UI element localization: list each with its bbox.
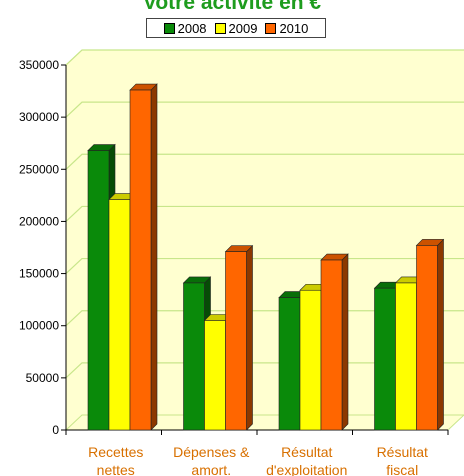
x-category-label: fiscal — [386, 462, 418, 476]
gridline — [65, 205, 464, 222]
y-tick-label: 100000 — [19, 319, 59, 333]
bar-2009 — [204, 320, 226, 431]
bar-side-2010 — [150, 83, 158, 431]
gridline — [65, 49, 464, 66]
bar-side-2010 — [341, 253, 349, 431]
bar-2010 — [129, 89, 152, 431]
plot-back-wall — [82, 50, 464, 415]
legend-swatch-2009 — [214, 22, 226, 34]
legend-swatch-2008 — [163, 22, 175, 34]
bar-2008 — [278, 297, 301, 431]
x-category-label: amort. — [191, 462, 231, 476]
legend-label-2008: 2008 — [177, 20, 207, 36]
x-category-label: d'exploitation — [266, 462, 347, 476]
legend: 2008 2009 2010 — [146, 18, 326, 38]
bar-2009 — [108, 199, 131, 431]
gridline — [65, 153, 464, 170]
bar-2010 — [225, 251, 247, 431]
legend-item-2009: 2009 — [214, 20, 258, 36]
x-category-label: Résultat — [377, 444, 428, 460]
bar-2010 — [416, 245, 438, 431]
y-tick-label: 200000 — [19, 214, 59, 228]
bar-2008 — [87, 150, 110, 431]
legend-item-2010: 2010 — [265, 21, 308, 36]
legend-swatch-2010 — [265, 22, 277, 34]
x-category-label: Dépenses & — [173, 444, 250, 460]
legend-item-2008: 2008 — [163, 20, 207, 36]
chart-title: Votre activité en € — [142, 0, 322, 14]
y-tick-label: 250000 — [19, 162, 59, 176]
legend-label-2010: 2010 — [279, 20, 309, 36]
bar-2009 — [299, 289, 322, 431]
bar-2008 — [374, 287, 396, 431]
x-category-label: Résultat — [281, 444, 332, 460]
x-category-label: nettes — [97, 462, 135, 476]
y-tick-label: 50000 — [26, 371, 60, 385]
y-tick-label: 300000 — [19, 110, 59, 124]
y-tick-label: 350000 — [19, 58, 59, 72]
bar-side-2010 — [437, 238, 444, 431]
y-tick-label: 0 — [52, 423, 59, 437]
legend-label-2009: 2009 — [228, 20, 258, 36]
bar-side-2010 — [246, 244, 253, 431]
bar-2008 — [183, 282, 205, 431]
y-tick-label: 150000 — [19, 267, 59, 281]
bar-2009 — [395, 282, 417, 431]
chart-plot-area: 0 50000 100000 150000 200000 250000 300000 3500… — [19, 49, 464, 476]
bar-2010 — [320, 259, 343, 431]
plot-side-wall — [66, 50, 82, 430]
x-category-label: Recettes — [88, 444, 143, 460]
gridline — [65, 101, 464, 118]
